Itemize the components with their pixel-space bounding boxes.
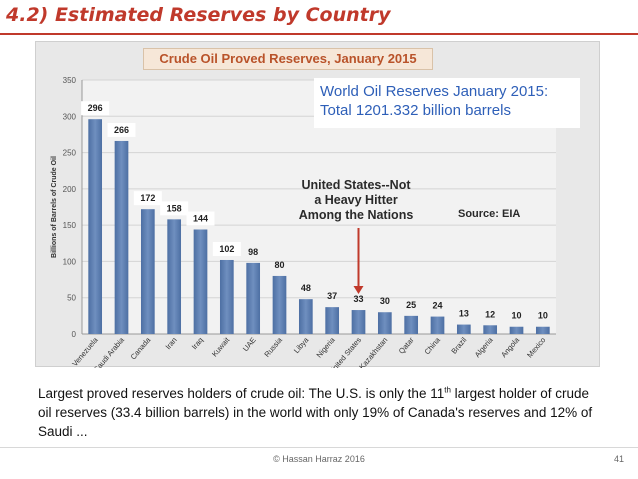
value-label: 30: [380, 296, 390, 306]
bar-qatar: [404, 315, 419, 334]
bar-angola: [509, 326, 524, 334]
page-number: 41: [613, 454, 624, 464]
us-annotation-line2: a Heavy Hitter: [314, 193, 398, 207]
bar-iran: [167, 219, 182, 334]
x-tick-label: Kazakhstan: [357, 336, 389, 368]
x-tick-label: Angola: [499, 335, 521, 359]
world-reserves-line2: Total 1201.332 billion barrels: [320, 102, 511, 119]
bar-iraq: [193, 229, 208, 334]
bar-kazakhstan: [377, 312, 392, 334]
bar-kuwait: [219, 259, 234, 334]
value-label: 48: [301, 283, 311, 293]
us-annotation-line3: Among the Nations: [298, 208, 414, 222]
x-tick-label: Iraq: [190, 336, 205, 352]
bar-nigeria: [325, 307, 340, 334]
bar-uae: [246, 262, 261, 334]
x-tick-label: Qatar: [397, 335, 416, 356]
bar-libya: [298, 299, 313, 334]
y-tick-label: 150: [63, 221, 77, 230]
caption-text-1: Largest proved reserves holders of crude…: [38, 386, 445, 401]
value-label-bg: [107, 122, 136, 137]
bar-russia: [272, 275, 287, 334]
x-tick-label: Nigeria: [315, 335, 338, 360]
x-tick-label: Mexico: [525, 336, 547, 360]
x-tick-label: Russia: [262, 335, 284, 359]
value-label-bg: [186, 211, 215, 226]
value-label: 266: [114, 125, 129, 135]
value-label-bg: [133, 191, 162, 206]
value-label: 10: [511, 311, 521, 321]
us-annotation: United States--Not a Heavy Hitter Among …: [286, 178, 426, 223]
bar-venezuela: [88, 119, 103, 334]
value-label: 80: [274, 260, 284, 270]
bar-brazil: [456, 324, 471, 334]
slide-title: 4.2) Estimated Reserves by Country: [6, 4, 391, 26]
chart-title: Crude Oil Proved Reserves, January 2015: [143, 48, 433, 70]
y-tick-label: 50: [67, 294, 76, 303]
y-tick-label: 100: [63, 257, 77, 266]
bar-saudi-arabia: [114, 140, 129, 334]
y-tick-label: 200: [63, 185, 77, 194]
y-tick-label: 300: [63, 112, 77, 121]
value-label: 25: [406, 300, 416, 310]
value-label: 24: [432, 301, 442, 311]
value-label-bg: [212, 241, 241, 256]
bar-mexico: [535, 326, 550, 334]
y-tick-label: 0: [72, 330, 77, 339]
chart-source: Source: EIA: [458, 208, 521, 220]
annotation-arrow-head: [353, 286, 364, 295]
x-tick-label: Algeria: [473, 335, 495, 359]
value-label: 10: [538, 311, 548, 321]
bar-algeria: [483, 325, 498, 334]
world-reserves-line1: World Oil Reserves January 2015:: [320, 83, 549, 100]
x-tick-label: Libya: [292, 335, 311, 355]
x-tick-label: Kuwait: [210, 335, 232, 359]
y-axis-title: Billions of Barrels of Crude Oil: [51, 156, 58, 258]
x-tick-label: Brazil: [449, 335, 468, 355]
footer-divider: [0, 447, 638, 448]
bar-united-states: [351, 310, 366, 334]
value-label: 37: [327, 291, 337, 301]
x-tick-label: Iran: [163, 336, 178, 352]
x-tick-label: China: [423, 335, 443, 356]
caption-superscript: th: [444, 385, 451, 395]
value-label-bg: [160, 201, 189, 216]
value-label: 98: [248, 247, 258, 257]
us-annotation-line1: United States--Not: [301, 178, 411, 192]
value-label: 144: [193, 213, 208, 223]
value-label: 102: [219, 244, 234, 254]
value-label: 158: [167, 203, 182, 213]
world-reserves-callout: World Oil Reserves January 2015: Total 1…: [314, 78, 580, 128]
value-label: 13: [459, 309, 469, 319]
value-label: 296: [88, 103, 103, 113]
y-tick-label: 350: [63, 76, 77, 85]
bar-china: [430, 316, 445, 334]
footer-copyright: © Hassan Harraz 2016: [273, 454, 365, 464]
title-divider: [0, 33, 638, 35]
bar-canada: [140, 209, 155, 334]
value-label: 33: [353, 294, 363, 304]
x-tick-label: Canada: [129, 335, 153, 362]
value-label: 172: [140, 193, 155, 203]
slide-caption: Largest proved reserves holders of crude…: [38, 384, 598, 441]
value-label: 12: [485, 309, 495, 319]
caption-text-2: largest holder of crude oil reserves (33…: [38, 386, 593, 439]
x-tick-label: UAE: [241, 336, 258, 354]
y-tick-label: 250: [63, 149, 77, 158]
value-label-bg: [81, 101, 110, 116]
